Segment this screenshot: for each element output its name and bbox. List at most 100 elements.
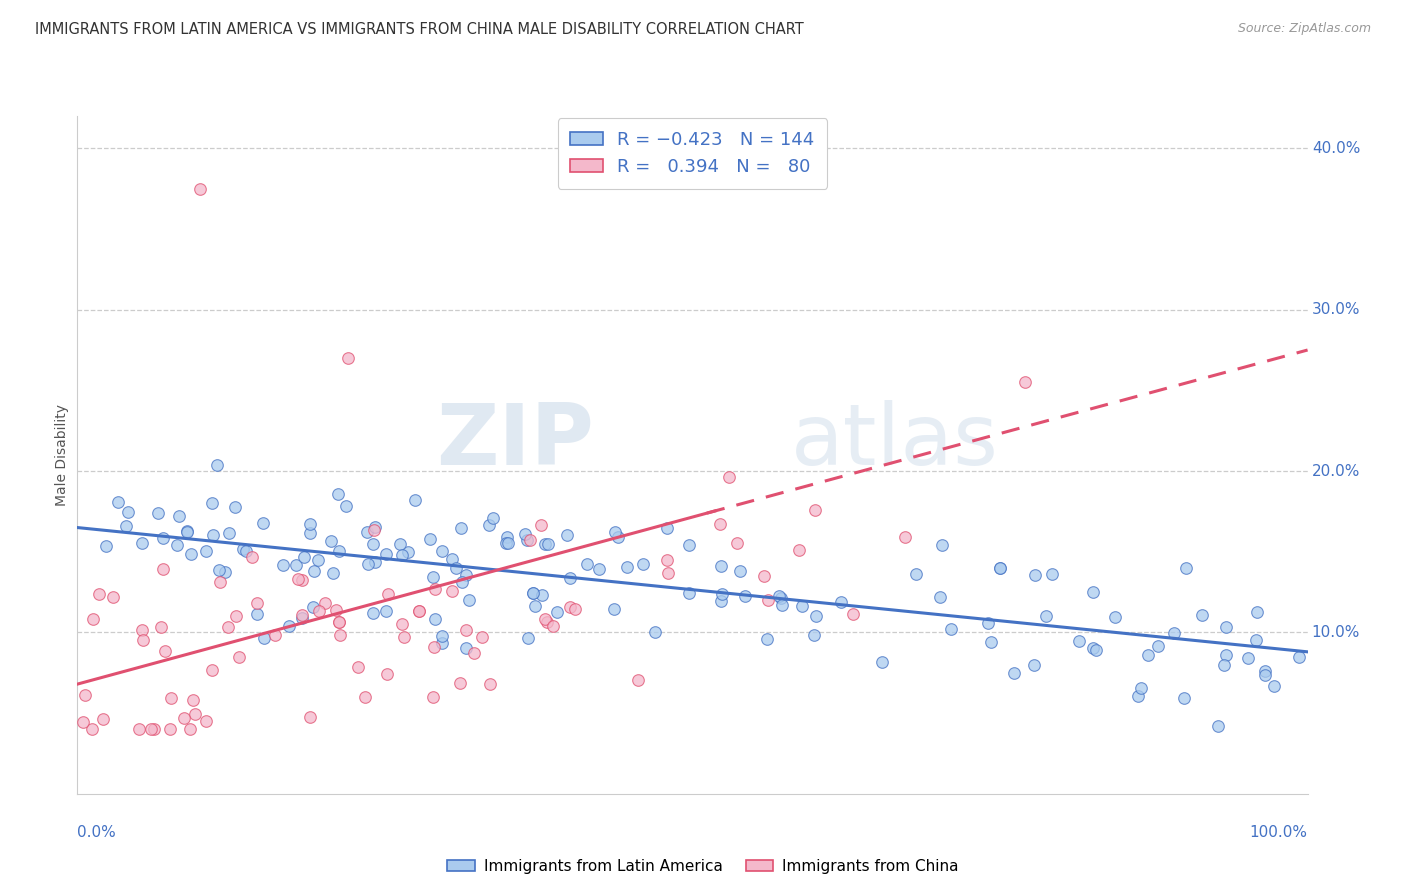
Point bbox=[152, 562, 174, 576]
Point bbox=[302, 564, 325, 578]
Point bbox=[173, 711, 195, 725]
Point bbox=[128, 723, 150, 737]
Point bbox=[463, 646, 485, 660]
Point bbox=[482, 510, 505, 524]
Point bbox=[842, 607, 865, 621]
Point bbox=[419, 533, 441, 547]
Point bbox=[131, 535, 153, 549]
Point bbox=[176, 524, 198, 538]
Point bbox=[337, 351, 360, 365]
Point bbox=[603, 525, 626, 540]
Point bbox=[425, 582, 447, 596]
Text: atlas: atlas bbox=[792, 400, 998, 483]
Point bbox=[188, 181, 212, 195]
Text: ZIP: ZIP bbox=[436, 400, 595, 483]
Point bbox=[440, 552, 463, 566]
Point bbox=[375, 547, 398, 561]
Point bbox=[141, 722, 163, 736]
Point bbox=[929, 590, 952, 604]
Point bbox=[149, 620, 172, 634]
Point bbox=[536, 615, 558, 629]
Point bbox=[430, 544, 453, 558]
Point bbox=[534, 537, 557, 551]
Point bbox=[1069, 634, 1091, 648]
Point bbox=[430, 635, 453, 649]
Point bbox=[537, 537, 560, 551]
Point bbox=[657, 566, 679, 580]
Point bbox=[195, 543, 218, 558]
Point bbox=[496, 536, 519, 550]
Point bbox=[558, 600, 581, 615]
Point bbox=[516, 631, 538, 645]
Point bbox=[560, 571, 582, 585]
Legend: R = −0.423   N = 144, R =   0.394   N =   80: R = −0.423 N = 144, R = 0.394 N = 80 bbox=[558, 119, 827, 188]
Point bbox=[1035, 609, 1057, 624]
Point bbox=[252, 516, 274, 531]
Point bbox=[159, 723, 181, 737]
Y-axis label: Male Disability: Male Disability bbox=[55, 404, 69, 506]
Point bbox=[298, 526, 321, 541]
Point bbox=[132, 633, 155, 648]
Point bbox=[1147, 639, 1170, 653]
Point bbox=[519, 533, 541, 547]
Point bbox=[546, 605, 568, 619]
Point bbox=[530, 518, 553, 533]
Point bbox=[224, 500, 246, 514]
Point bbox=[131, 623, 153, 637]
Point bbox=[423, 640, 446, 654]
Point bbox=[1237, 651, 1260, 665]
Point bbox=[555, 528, 578, 542]
Point bbox=[103, 590, 125, 604]
Point bbox=[1081, 641, 1104, 656]
Point bbox=[905, 566, 928, 581]
Point bbox=[450, 520, 472, 534]
Point bbox=[72, 714, 94, 729]
Point bbox=[1254, 668, 1277, 682]
Point bbox=[377, 667, 399, 681]
Point bbox=[422, 690, 444, 704]
Point bbox=[284, 558, 307, 572]
Point bbox=[451, 575, 474, 590]
Point bbox=[655, 553, 678, 567]
Point bbox=[364, 520, 387, 534]
Point bbox=[606, 530, 628, 544]
Point bbox=[346, 659, 368, 673]
Point bbox=[790, 599, 813, 614]
Point bbox=[1212, 658, 1234, 673]
Legend: Immigrants from Latin America, Immigrants from China: Immigrants from Latin America, Immigrant… bbox=[441, 853, 965, 880]
Point bbox=[710, 558, 733, 573]
Point bbox=[533, 612, 555, 626]
Point bbox=[169, 509, 191, 524]
Point bbox=[314, 596, 336, 610]
Point bbox=[728, 564, 751, 578]
Point bbox=[354, 690, 377, 705]
Point bbox=[91, 712, 114, 726]
Point bbox=[357, 557, 380, 571]
Point bbox=[308, 603, 330, 617]
Point bbox=[328, 615, 350, 630]
Point bbox=[361, 606, 384, 620]
Point bbox=[179, 723, 201, 737]
Point bbox=[1244, 632, 1267, 647]
Point bbox=[575, 557, 598, 571]
Point bbox=[980, 634, 1002, 648]
Point bbox=[710, 593, 733, 607]
Point bbox=[1136, 648, 1159, 662]
Point bbox=[541, 619, 564, 633]
Point bbox=[564, 601, 586, 615]
Point bbox=[631, 558, 654, 572]
Point bbox=[804, 609, 827, 624]
Point bbox=[787, 543, 810, 558]
Point bbox=[678, 586, 700, 600]
Point bbox=[287, 572, 309, 586]
Point bbox=[194, 714, 217, 728]
Point bbox=[388, 537, 411, 551]
Point bbox=[1014, 376, 1036, 390]
Point bbox=[717, 470, 740, 484]
Point bbox=[208, 563, 231, 577]
Point bbox=[218, 525, 240, 540]
Point bbox=[1215, 648, 1237, 662]
Point bbox=[513, 526, 536, 541]
Point bbox=[602, 602, 624, 616]
Point bbox=[1246, 605, 1268, 619]
